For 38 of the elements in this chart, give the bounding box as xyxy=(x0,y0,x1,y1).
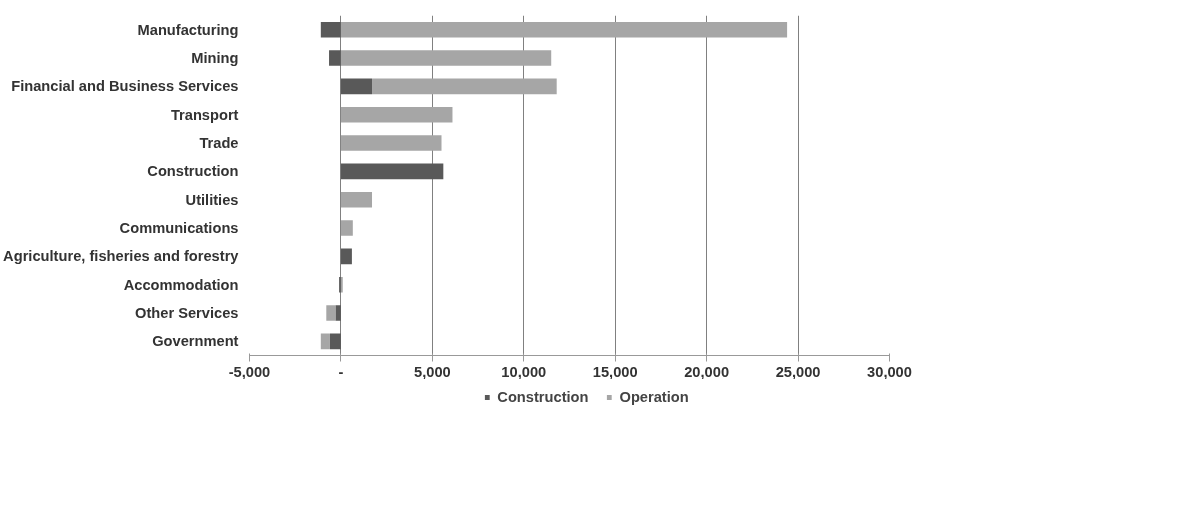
y-tick-label: Government xyxy=(152,333,239,350)
y-tick-label: Financial and Business Services xyxy=(11,78,239,95)
bar xyxy=(340,106,453,123)
bar xyxy=(320,21,341,38)
x-tick-label: -5,000 xyxy=(228,363,271,380)
bar xyxy=(340,78,373,95)
y-tick-label: Construction xyxy=(147,163,239,180)
y-tick-label: Agriculture, fisheries and forestry xyxy=(3,248,240,265)
x-tick-label: 10,000 xyxy=(501,363,547,380)
bar xyxy=(372,78,557,95)
y-tick-label: Accommodation xyxy=(123,276,239,293)
y-tick-label: Communications xyxy=(119,220,239,236)
bar xyxy=(320,333,330,350)
bar xyxy=(340,191,373,208)
bar xyxy=(326,305,336,321)
bar xyxy=(340,50,552,66)
bar xyxy=(329,50,341,66)
legend-label: Operation xyxy=(619,389,689,405)
bar xyxy=(340,248,352,265)
x-tick-label: 30,000 xyxy=(867,363,912,380)
bar xyxy=(340,163,444,180)
y-tick-label: Trade xyxy=(199,135,239,151)
bar xyxy=(340,135,442,151)
x-tick-label: 15,000 xyxy=(592,363,638,380)
bar xyxy=(340,220,353,236)
y-tick-label: Manufacturing xyxy=(137,21,239,38)
x-tick-label: 25,000 xyxy=(775,363,821,380)
x-tick-label: - xyxy=(338,363,344,380)
y-tick-label: Utilities xyxy=(185,191,239,208)
x-tick-label: 5,000 xyxy=(414,363,451,380)
y-tick-label: Other Services xyxy=(135,305,239,321)
legend-label: Construction xyxy=(497,389,589,405)
y-tick-label: Mining xyxy=(191,50,239,66)
bar xyxy=(335,305,341,321)
bar xyxy=(340,21,788,38)
x-tick-label: 20,000 xyxy=(684,363,730,380)
y-tick-label: Transport xyxy=(170,106,239,123)
bar xyxy=(329,333,341,350)
